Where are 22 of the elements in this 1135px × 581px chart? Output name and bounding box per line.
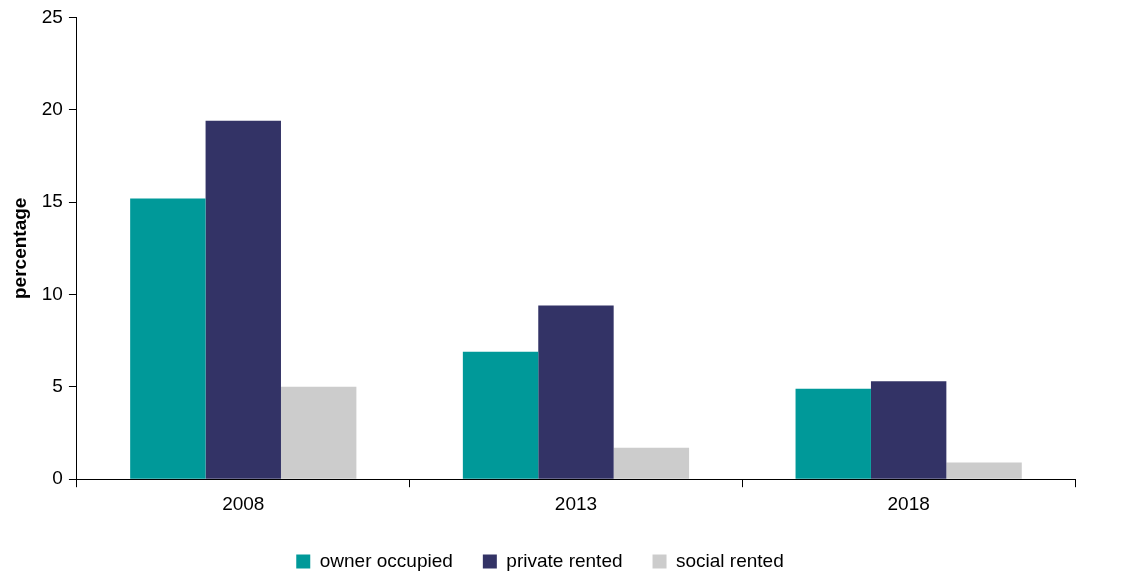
bar	[205, 120, 281, 479]
legend-label: social rented	[676, 549, 784, 571]
y-tick-label: 25	[41, 5, 63, 27]
bar	[795, 388, 871, 479]
bar	[946, 462, 1022, 479]
bar	[870, 381, 947, 479]
x-tick-label: 2013	[554, 492, 598, 514]
x-tick-label: 2018	[887, 492, 930, 514]
y-tick-label: 20	[41, 97, 63, 119]
bar	[280, 386, 357, 479]
y-tick-label: 15	[41, 190, 63, 212]
y-tick-label: 0	[52, 467, 63, 489]
y-tick-label: 5	[52, 375, 63, 397]
bar	[462, 351, 539, 479]
bar	[538, 305, 614, 479]
bar	[613, 447, 690, 479]
legend-label: private rented	[506, 549, 623, 571]
legend-label: owner occupied	[319, 549, 453, 571]
bar	[130, 198, 206, 479]
y-axis-title: percentage	[8, 197, 30, 299]
x-tick-label: 2008	[222, 492, 265, 514]
y-tick-label: 10	[41, 282, 63, 304]
